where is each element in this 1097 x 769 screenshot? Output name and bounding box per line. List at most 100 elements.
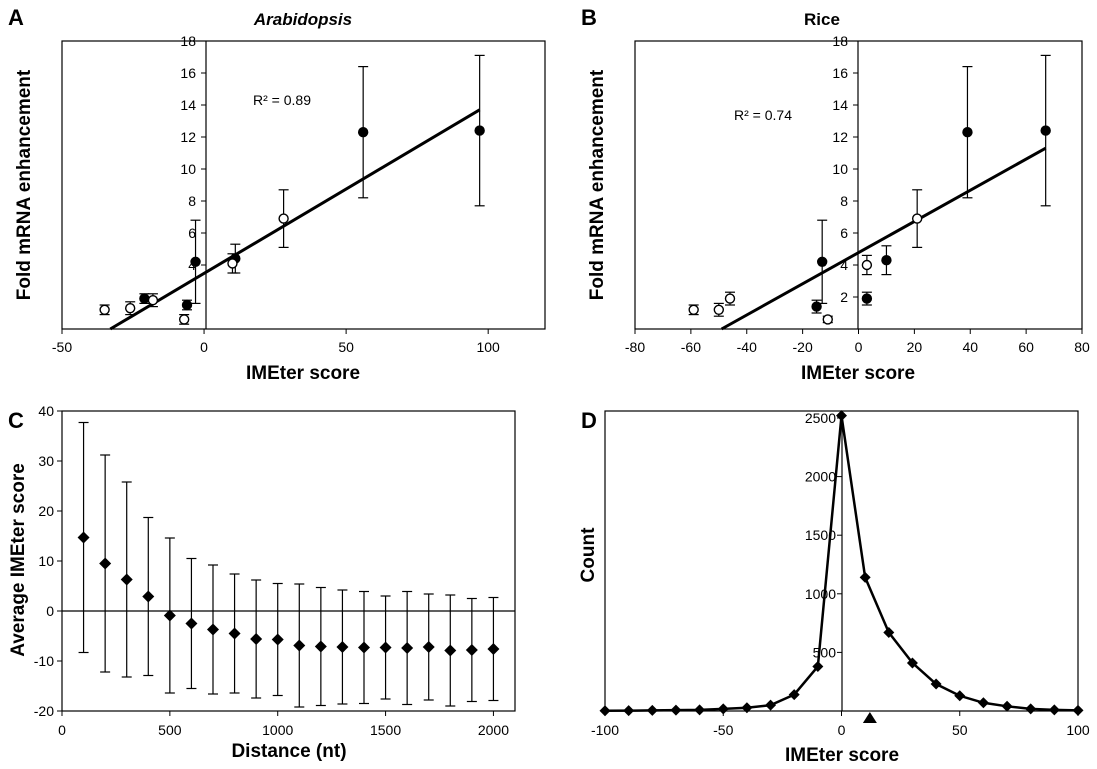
x-tick-label: 40 [962,339,978,355]
data-point-filled [962,126,973,138]
plot-frame-a [61,40,546,330]
data-point-diamond [788,689,800,701]
data-point-filled [139,293,150,304]
x-tick-label: 100 [1066,722,1090,738]
data-point-diamond [765,699,777,711]
y-axis-label-c: Average IMEter score [8,463,29,657]
data-point-diamond [401,642,414,654]
x-tick-label: -50 [713,722,733,738]
data-point-diamond [163,609,176,622]
data-point-diamond [77,531,90,544]
panel-label-a: A [8,5,24,30]
y-tick-label: 16 [832,65,848,81]
y-tick-label: 0 [46,603,54,619]
chart-title-b: Rice [804,10,840,29]
data-point-diamond [142,590,155,603]
trend-line [109,108,481,331]
trend-line [720,146,1047,331]
panel-d: D IMEter score Count -100 -50 0 50 100 500 100… [578,408,1090,766]
data-point-diamond [465,644,478,656]
data-point-open [99,304,110,315]
data-point-filled [474,125,485,136]
data-point-open [861,259,873,271]
r-squared-annotation-a: R² = 0.89 [253,92,311,108]
x-tick-label: 20 [907,339,923,355]
y-tick-label: 500 [813,644,837,660]
data-point-diamond [185,617,198,630]
x-tick-label: 0 [200,339,208,355]
panel-label-d: D [581,408,597,433]
panel-a: A Arabidopsis IMEter score Fold mRNA enh… [8,5,546,384]
data-point-diamond [977,697,989,709]
x-tick-label: -50 [52,339,72,355]
data-point-diamond [883,626,895,638]
y-tick-label: 16 [180,65,196,81]
x-axis-label-a: IMEter score [246,363,360,384]
data-point-open [278,213,289,224]
data-point-filled [811,301,822,312]
y-tick-label: 8 [840,193,848,209]
data-point-diamond [1048,704,1060,716]
x-tick-label: 80 [1074,339,1090,355]
data-point-open [911,213,923,224]
y-tick-label: 12 [180,129,196,145]
data-point-diamond [930,678,942,690]
data-point-diamond [250,633,263,645]
panel-c: C Distance (nt) Average IMEter score 0 50… [8,403,516,762]
y-tick-label: 10 [38,553,54,569]
data-point-diamond [487,643,500,655]
data-point-diamond [859,571,871,583]
x-tick-label: -100 [591,722,619,738]
data-point-open [724,293,736,304]
x-axis-label-b: IMEter score [801,363,915,384]
x-tick-label: 0 [58,722,66,738]
y-axis-label-b: Fold mRNA enhancement [587,69,608,300]
data-point-open [822,314,833,325]
y-tick-label: 8 [188,193,196,209]
data-point-diamond [599,705,611,717]
y-tick-label: 4 [840,257,848,273]
data-point-diamond [646,704,658,716]
data-point-diamond [228,627,241,640]
x-tick-label: 1500 [370,722,401,738]
data-point-open [688,304,699,315]
data-point-open [227,258,238,269]
data-point-filled [181,299,193,311]
y-tick-label: 2000 [805,469,836,485]
data-point-diamond [1001,700,1013,712]
y-tick-label: 14 [180,97,196,113]
data-point-diamond [358,641,370,654]
y-tick-label: 14 [832,97,848,113]
panel-label-c: C [8,408,24,433]
data-point-diamond [812,660,824,672]
data-point-diamond [836,410,847,422]
x-tick-label: 50 [952,722,968,738]
y-tick-label: -10 [34,653,54,669]
triangle-marker [862,712,877,723]
x-axis-label-d: IMEter score [785,745,899,766]
y-tick-label: 20 [38,503,54,519]
chart-title-a: Arabidopsis [253,10,352,29]
y-tick-label: 18 [832,33,848,49]
data-point-diamond [717,703,729,715]
x-tick-label: 50 [338,339,354,355]
y-axis-label-d: Count [578,527,599,583]
x-tick-label: 100 [476,339,500,355]
y-tick-label: 1500 [805,527,836,543]
y-tick-label: 2 [840,289,848,305]
y-tick-label: 2500 [805,410,836,426]
data-point-diamond [670,704,682,716]
x-tick-label: -40 [737,339,757,355]
x-tick-label: 0 [838,722,846,738]
x-tick-label: 1000 [262,722,293,738]
data-point-diamond [1025,703,1037,715]
data-point-diamond [694,704,706,716]
data-point-diamond [1072,704,1084,716]
data-point-filled [357,126,369,138]
y-tick-label: 12 [832,129,848,145]
x-tick-label: 60 [1018,339,1034,355]
data-point-diamond [314,640,327,653]
data-point-diamond [422,641,435,653]
data-point-diamond [99,557,112,570]
y-tick-label: 6 [840,225,848,241]
